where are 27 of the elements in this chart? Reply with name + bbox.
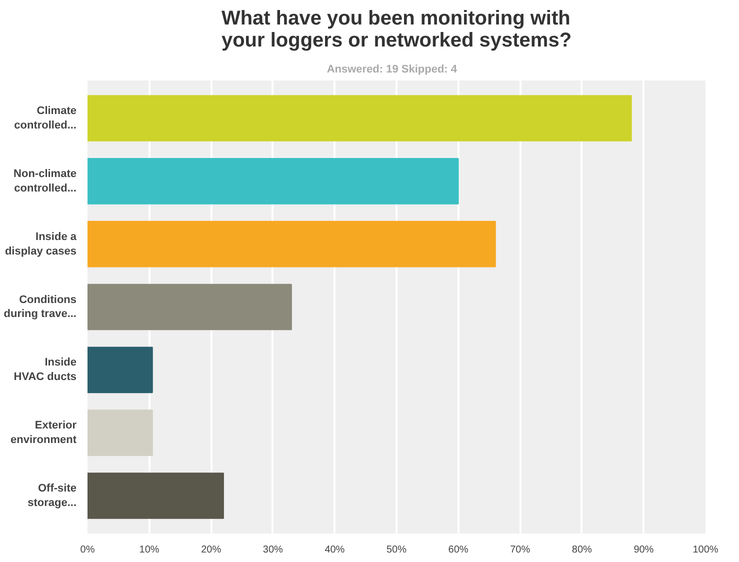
- y-tick-label: Off-site storage...: [28, 482, 76, 509]
- bar: [88, 410, 153, 456]
- bar: [88, 220, 496, 268]
- x-tick-label: 80%: [572, 544, 592, 556]
- chart-subtitle: Answered: 19 Skipped: 4: [326, 64, 458, 76]
- x-tick-label: 70%: [510, 544, 530, 556]
- bar: [88, 346, 153, 394]
- bar: [88, 158, 459, 204]
- bar: [88, 472, 224, 519]
- x-tick-label: 90%: [634, 544, 654, 556]
- chart-title: What have you been monitoring with your loggers or networked systems?: [221, 8, 572, 52]
- y-tick-label: Exterior environment: [10, 420, 78, 446]
- x-tick-label: 30%: [262, 544, 284, 556]
- x-tick-label: 100%: [692, 544, 718, 556]
- y-tick-label: Climate controlled...: [14, 105, 77, 132]
- x-tick-label: 40%: [324, 544, 345, 556]
- x-tick-label: 50%: [386, 544, 407, 556]
- y-tick-label: Conditions during trave...: [4, 294, 77, 320]
- y-tick-label: Inside HVAC ducts: [14, 356, 77, 384]
- y-tick-label: Inside a display cases: [4, 230, 78, 258]
- x-tick-label: 20%: [201, 544, 222, 556]
- bar: [88, 284, 292, 330]
- x-tick-label: 10%: [139, 544, 160, 556]
- y-tick-label: Non-climate controlled...: [14, 168, 77, 194]
- x-tick-label: 0%: [80, 544, 95, 556]
- x-tick-label: 60%: [448, 544, 468, 556]
- bar: [88, 95, 632, 142]
